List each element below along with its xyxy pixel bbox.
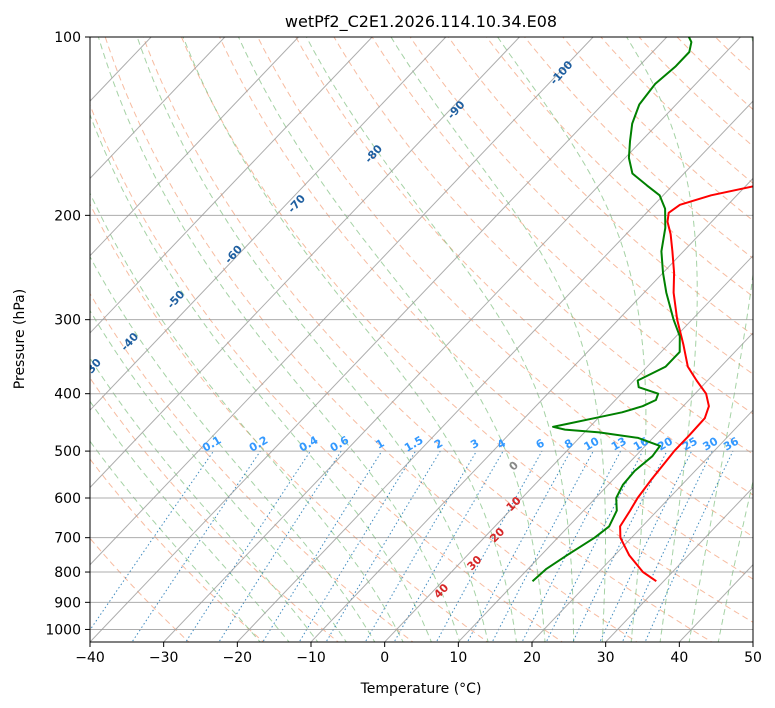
mixing-ratio-line — [90, 450, 214, 631]
plot-frame — [89, 36, 754, 643]
x-tick-label: −30 — [149, 650, 179, 666]
dry-adiabat — [409, 37, 753, 375]
dry-adiabat — [447, 37, 753, 336]
isotherm-gridline — [90, 37, 447, 411]
background-lines — [90, 37, 753, 642]
moist-adiabat — [90, 113, 432, 642]
dry-adiabat — [104, 37, 638, 642]
x-axis-label: Temperature (°C) — [360, 681, 482, 697]
plot-area: -100-90-80-70-60-50-40-30-20-10010203040… — [90, 37, 753, 642]
x-axis: −40 −30 −20 −10 0 10 20 30 40 50 — [75, 642, 762, 666]
isotherm-gridline — [90, 37, 373, 334]
dry-adiabat — [295, 37, 753, 496]
x-tick-label: 30 — [597, 650, 615, 666]
mixing-ratio-line — [131, 450, 261, 642]
y-tick-label: 900 — [54, 595, 81, 611]
dewpoint-profile-line — [531, 37, 693, 582]
y-tick-label: 500 — [54, 444, 81, 460]
isotherm-gridline — [90, 37, 299, 257]
x-tick-label: 20 — [523, 650, 541, 666]
isotherm-gridline — [384, 254, 753, 642]
isotherm-gridline — [531, 409, 753, 642]
x-tick-label: 10 — [449, 650, 467, 666]
mixing-ratio-line — [599, 450, 693, 642]
temperature-profile-line — [619, 185, 753, 583]
x-tick-label: 50 — [744, 650, 762, 666]
isotherm-gridline — [90, 37, 594, 566]
x-tick-label: −40 — [75, 650, 105, 666]
isotherm-gridline — [310, 177, 753, 642]
dry-adiabat — [371, 37, 753, 415]
y-tick-label: 400 — [54, 387, 81, 403]
isotherm-gridline — [90, 37, 226, 180]
x-tick-label: 40 — [670, 650, 688, 666]
isotherm-gridline — [163, 37, 741, 642]
isotherm-gridline — [90, 37, 668, 642]
y-tick-label: 100 — [54, 30, 81, 46]
isotherm-gridline — [90, 37, 520, 489]
isotherm-gridline — [457, 332, 753, 642]
y-axis: 100 200 300 400 500 600 700 800 900 1000 — [45, 30, 90, 638]
y-tick-label: 1000 — [45, 622, 81, 638]
dry-adiabat — [142, 37, 713, 642]
mixing-ratio-line — [298, 450, 417, 642]
dry-adiabat — [333, 37, 753, 455]
dry-adiabat — [257, 37, 753, 538]
x-tick-label: −10 — [296, 650, 326, 666]
mixing-ratio-line — [185, 450, 311, 642]
isotherm-gridline — [236, 100, 753, 642]
y-tick-label: 700 — [54, 531, 81, 547]
y-tick-label: 200 — [54, 208, 81, 224]
x-tick-label: −20 — [223, 650, 253, 666]
y-axis-label: Pressure (hPa) — [12, 289, 28, 389]
dry-adiabat — [219, 37, 753, 580]
y-tick-label: 800 — [54, 565, 81, 581]
isotherm-gridline — [605, 486, 753, 642]
mixing-ratio-line — [621, 450, 713, 642]
mixing-ratio-line — [466, 450, 571, 642]
y-tick-label: 600 — [54, 491, 81, 507]
mixing-ratio-line — [521, 450, 622, 642]
y-tick-label: 300 — [54, 313, 81, 329]
chart-title: wetPf2_C2E1.2026.114.10.34.E08 — [285, 12, 557, 32]
mixing-ratio-line — [218, 450, 342, 642]
series-layer — [531, 37, 753, 583]
moist-adiabat — [90, 255, 376, 642]
x-tick-label: 0 — [380, 650, 389, 666]
